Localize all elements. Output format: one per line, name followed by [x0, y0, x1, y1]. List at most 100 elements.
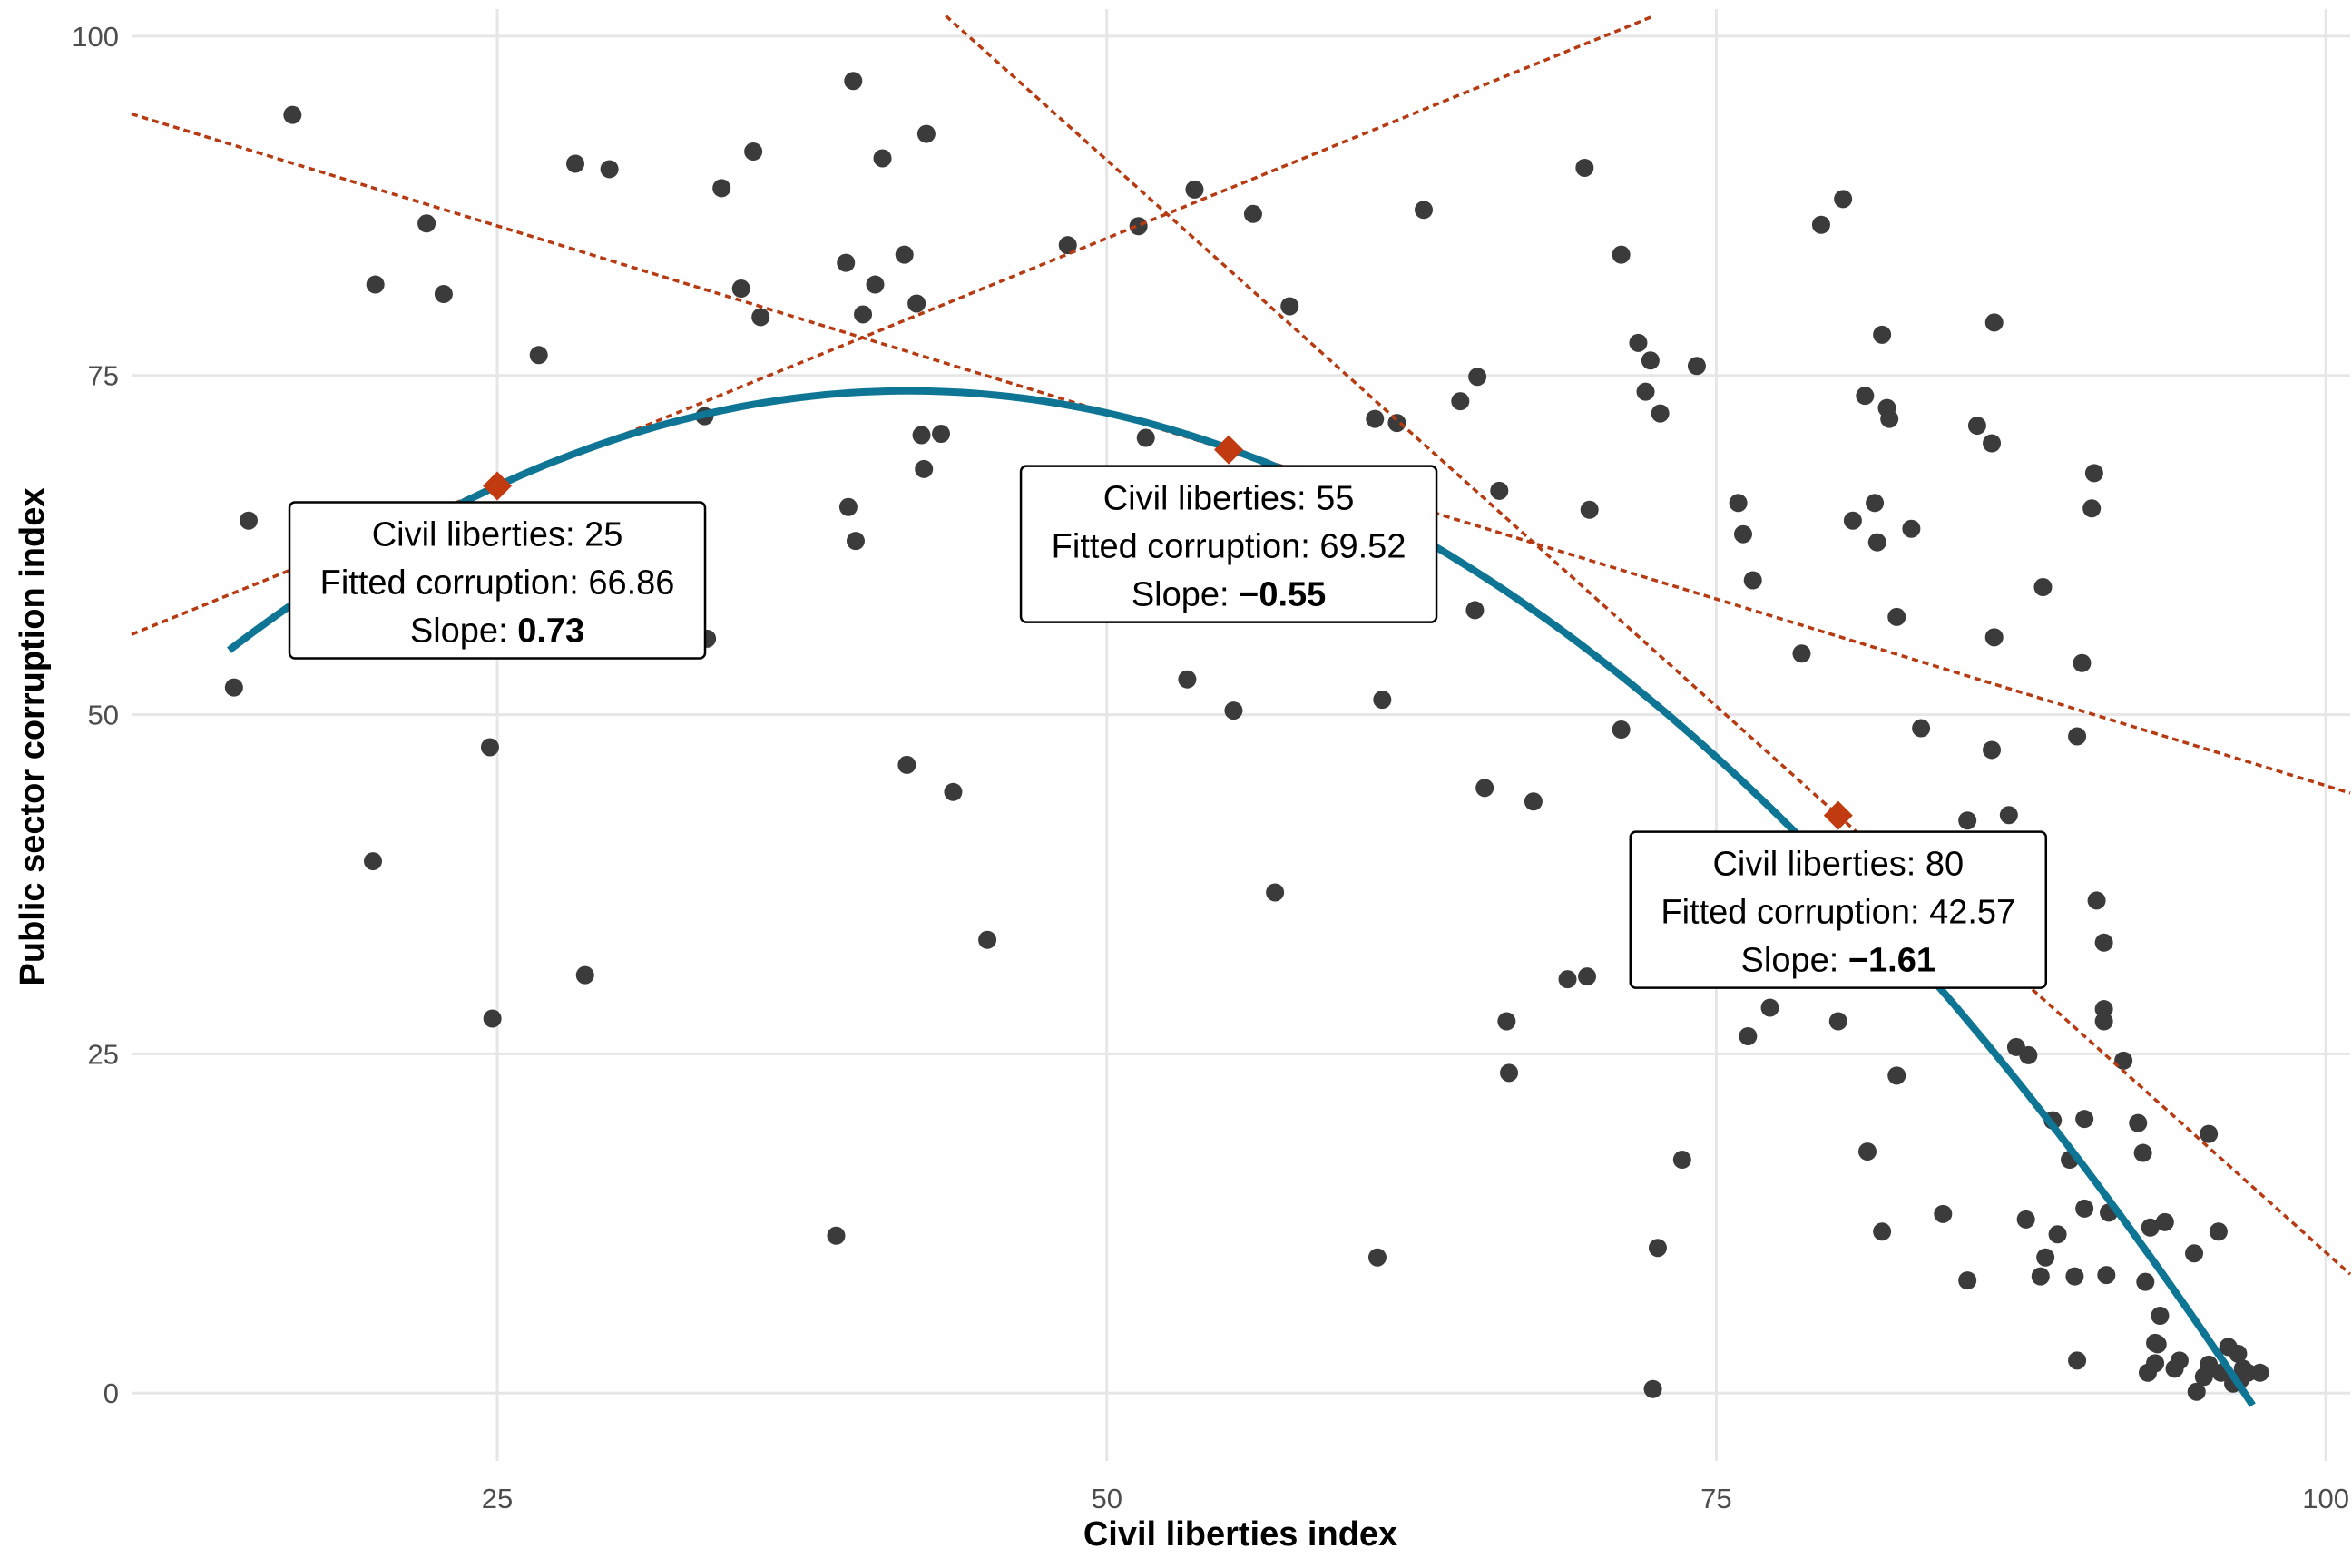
data-point [1643, 1379, 1662, 1398]
data-point [1224, 701, 1243, 720]
data-point [2019, 1045, 2038, 1064]
data-point [944, 782, 963, 801]
data-point [2084, 464, 2103, 483]
data-point [417, 214, 436, 233]
data-point [2136, 1272, 2155, 1291]
x-tick-label: 50 [1091, 1483, 1122, 1514]
data-point [1475, 779, 1494, 798]
data-point [2187, 1382, 2206, 1401]
data-point [1243, 204, 1262, 223]
data-point [1651, 404, 1670, 423]
data-point [1934, 1204, 1953, 1223]
data-point [2082, 499, 2102, 518]
data-point [1580, 500, 1599, 519]
x-tick-label: 100 [2302, 1483, 2349, 1514]
data-point [224, 678, 243, 697]
data-point [2094, 1012, 2113, 1031]
data-point [600, 160, 619, 179]
y-tick-label: 25 [88, 1038, 119, 1070]
data-point [2075, 1110, 2094, 1129]
data-point [1612, 720, 1631, 740]
annotation-line-slope: Slope: 0.73 [410, 612, 584, 650]
data-point [873, 149, 892, 168]
data-point [1999, 806, 2018, 825]
data-point [1185, 180, 1204, 199]
tangent-markers [483, 435, 1853, 830]
data-point [2146, 1354, 2165, 1373]
annotation-line-civil-liberties: Civil liberties: 80 [1712, 846, 1964, 884]
data-point [2068, 1351, 2087, 1370]
data-point [1887, 1066, 1906, 1085]
x-axis-title: Civil liberties index [1083, 1515, 1397, 1553]
data-point [1612, 245, 1631, 264]
data-point [2141, 1218, 2160, 1237]
data-point [2087, 891, 2106, 910]
data-point [907, 294, 926, 313]
data-point [1967, 416, 1986, 436]
data-point [827, 1226, 846, 1245]
data-point [2133, 1143, 2152, 1162]
grid-lines [132, 9, 2350, 1461]
slope-prefix: Slope: [1741, 942, 1848, 980]
data-point [2048, 1225, 2067, 1244]
data-point [1575, 158, 1594, 177]
data-point [2129, 1113, 2148, 1132]
annotation-label: Civil liberties: 55 Fitted corruption: 69… [1019, 465, 1438, 623]
annotation-line-fitted: Fitted corruption: 69.52 [1052, 528, 1406, 566]
data-point [751, 308, 770, 327]
data-point [1178, 670, 1197, 689]
data-point [2034, 578, 2053, 597]
data-point [1743, 571, 1762, 590]
data-point [1415, 201, 1434, 220]
data-point [434, 285, 453, 304]
data-point [897, 755, 916, 774]
data-point [712, 179, 731, 198]
data-point [916, 124, 936, 143]
data-point [1578, 967, 1597, 986]
data-point [366, 275, 385, 294]
data-point [1497, 1012, 1516, 1031]
data-point [915, 459, 934, 478]
x-tick-label: 75 [1700, 1483, 1731, 1514]
data-point [731, 279, 750, 299]
data-point [1729, 494, 1748, 513]
y-tick-label: 0 [103, 1377, 119, 1409]
data-point [480, 738, 499, 757]
y-tick-label: 100 [72, 21, 119, 53]
data-point [1629, 333, 1648, 352]
data-point [1873, 1222, 1892, 1241]
data-point [1687, 357, 1706, 376]
annotation-line-slope: Slope: −0.55 [1132, 576, 1326, 614]
annotation-line-fitted: Fitted corruption: 66.86 [320, 564, 675, 602]
data-point [2036, 1248, 2055, 1267]
data-point [2068, 727, 2087, 746]
data-point [1500, 1063, 1519, 1083]
annotation-box [1629, 830, 2048, 989]
data-point [2073, 653, 2092, 672]
data-point [1367, 1248, 1387, 1267]
data-point [2097, 1266, 2116, 1285]
slope-value: −1.61 [1848, 942, 1936, 980]
data-point [1834, 190, 1853, 209]
data-point [1856, 387, 1875, 406]
tangent-point-marker [1214, 435, 1244, 465]
data-point [1867, 533, 1886, 552]
tangent-line [945, 15, 2352, 1276]
data-point [363, 852, 382, 871]
data-point [2031, 1267, 2050, 1286]
data-point [483, 1009, 502, 1028]
data-point [1792, 644, 1811, 663]
data-point [2094, 933, 2113, 952]
annotation-label: Civil liberties: 25 Fitted corruption: 66… [288, 501, 707, 660]
data-point [978, 930, 997, 949]
annotation-line-civil-liberties: Civil liberties: 25 [372, 515, 623, 554]
data-point [2155, 1212, 2174, 1231]
slope-value: 0.73 [517, 612, 584, 650]
data-point [932, 425, 951, 444]
annotation-line-fitted: Fitted corruption: 42.57 [1661, 894, 2015, 932]
data-point [846, 532, 865, 551]
data-point [1984, 628, 2004, 647]
data-point [1880, 409, 1899, 428]
data-point [854, 305, 873, 324]
data-point [2075, 1199, 2094, 1218]
